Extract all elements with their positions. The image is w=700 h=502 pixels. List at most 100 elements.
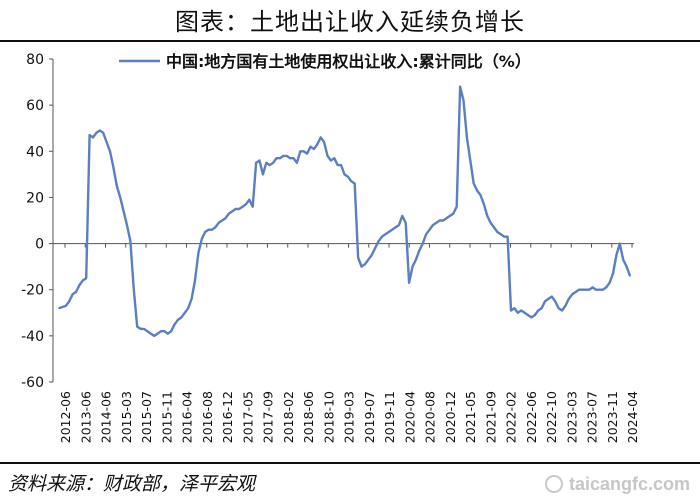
y-tick-label: 60: [26, 98, 44, 114]
title-bar: 图表：土地出让收入延续负增长: [0, 0, 700, 38]
data-point: [391, 228, 393, 231]
data-point: [109, 150, 111, 153]
data-point: [401, 215, 404, 217]
data-point: [234, 208, 237, 210]
data-point: [466, 136, 468, 139]
data-point: [421, 242, 424, 245]
data-point: [415, 258, 417, 261]
data-point: [82, 279, 84, 282]
data-point: [336, 164, 339, 166]
bottom-rule: [0, 462, 700, 464]
data-point: [309, 145, 312, 148]
watermark: taicangfc.com: [544, 472, 690, 496]
x-tick-label: 2015-03: [119, 391, 134, 443]
data-point: [411, 265, 414, 268]
data-point: [343, 173, 346, 176]
data-point: [299, 150, 302, 153]
data-point: [88, 134, 91, 136]
x-tick-label: 2017-05: [240, 391, 255, 443]
data-point: [452, 212, 455, 215]
data-point: [136, 325, 138, 328]
data-point: [527, 314, 529, 316]
data-point: [404, 222, 407, 224]
data-point: [302, 150, 305, 153]
y-tick-label: 80: [26, 52, 44, 68]
data-point: [122, 210, 125, 213]
data-point: [534, 314, 536, 316]
data-point: [262, 173, 264, 176]
data-point: [323, 141, 325, 143]
data-point: [364, 263, 366, 266]
data-point: [540, 307, 543, 310]
data-point: [585, 288, 587, 291]
data-point: [129, 240, 132, 243]
data-point: [65, 305, 67, 307]
data-point: [173, 323, 176, 326]
data-point: [370, 254, 373, 256]
data-point: [197, 252, 200, 254]
y-tick-label: 20: [26, 190, 44, 206]
data-point: [629, 275, 631, 277]
data-point: [289, 157, 291, 159]
data-point: [367, 258, 370, 261]
data-point: [598, 288, 601, 291]
data-point: [268, 164, 271, 166]
data-point: [428, 228, 431, 231]
legend: 中国:地方国有土地使用权出让收入:累计同比（%）: [119, 52, 531, 71]
x-tick-label: 2019-11: [382, 391, 397, 443]
data-point: [544, 300, 546, 303]
x-tick-label: 2015-07: [139, 391, 154, 443]
data-point: [133, 288, 135, 291]
data-point: [435, 222, 438, 224]
data-point: [105, 141, 108, 143]
data-point: [292, 157, 295, 159]
data-point: [330, 159, 332, 162]
data-point: [78, 284, 81, 286]
data-point: [394, 226, 397, 229]
x-tick-label: 2020-04: [402, 391, 417, 443]
data-point: [153, 335, 155, 337]
data-point: [557, 307, 560, 310]
data-point: [578, 288, 580, 291]
data-point: [513, 307, 516, 310]
data-point: [194, 279, 196, 282]
data-point: [608, 282, 611, 284]
data-point: [619, 242, 621, 245]
x-tick-label: 2015-11: [159, 391, 174, 443]
data-point: [418, 249, 421, 252]
data-point: [275, 157, 278, 159]
data-point: [568, 298, 570, 300]
x-tick-label: 2017-09: [261, 391, 276, 443]
data-point: [455, 205, 458, 208]
x-tick-label: 2019-03: [342, 391, 357, 443]
x-tick-label: 2013-06: [78, 391, 93, 443]
data-point: [190, 298, 193, 300]
data-point: [326, 155, 329, 157]
x-tick-label: 2020-08: [423, 391, 438, 443]
x-tick-label: 2016-08: [200, 391, 215, 443]
data-point: [554, 300, 556, 303]
data-point: [500, 233, 502, 236]
data-point: [496, 231, 499, 233]
series-line: [58, 85, 632, 338]
data-point: [595, 288, 597, 291]
data-point: [285, 155, 288, 157]
data-point: [201, 238, 203, 240]
data-point: [85, 277, 87, 279]
data-point: [438, 219, 441, 222]
watermark-text: taicangfc.com: [568, 473, 690, 494]
data-point: [231, 210, 234, 213]
data-point: [530, 316, 533, 319]
data-point: [180, 316, 183, 319]
data-point: [187, 307, 189, 310]
data-point: [282, 155, 285, 157]
data-point: [204, 231, 206, 233]
data-point: [615, 254, 618, 256]
data-point: [377, 240, 380, 243]
data-point: [61, 306, 64, 308]
x-tick-label: 2023-07: [585, 391, 600, 443]
data-point: [241, 205, 244, 208]
data-point: [58, 307, 60, 310]
data-point: [272, 162, 274, 164]
data-point: [177, 318, 179, 321]
